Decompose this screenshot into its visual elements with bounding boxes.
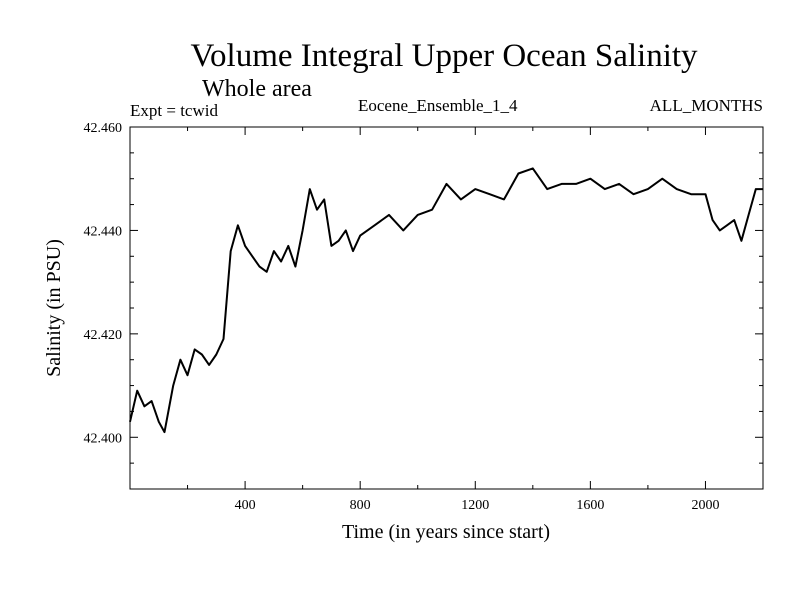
y-axis: 42.400 42.420 42.440 42.460 — [84, 121, 763, 464]
experiment-label: Expt = tcwid — [130, 101, 218, 120]
chart-subtitle: Whole area — [202, 76, 312, 102]
x-tick-label: 2000 — [691, 498, 719, 513]
salinity-series-line — [129, 167, 763, 434]
x-tick-label: 400 — [235, 498, 256, 513]
y-tick-label: 42.460 — [84, 121, 123, 136]
y-tick-label: 42.420 — [84, 328, 123, 343]
y-axis-label: Salinity (in PSU) — [43, 239, 65, 377]
ensemble-label: Eocene_Ensemble_1_4 — [358, 96, 518, 115]
months-label: ALL_MONTHS — [649, 96, 763, 115]
y-tick-label: 42.440 — [84, 224, 123, 239]
chart-title: Volume Integral Upper Ocean Salinity — [190, 38, 698, 74]
x-axis: 400 800 1200 1600 2000 — [187, 127, 719, 513]
x-tick-label: 1600 — [576, 498, 604, 513]
x-tick-label: 800 — [350, 498, 371, 513]
x-axis-label: Time (in years since start) — [342, 521, 550, 543]
y-tick-label: 42.400 — [84, 431, 123, 446]
plot-frame — [129, 126, 764, 490]
x-tick-label: 1200 — [461, 498, 489, 513]
